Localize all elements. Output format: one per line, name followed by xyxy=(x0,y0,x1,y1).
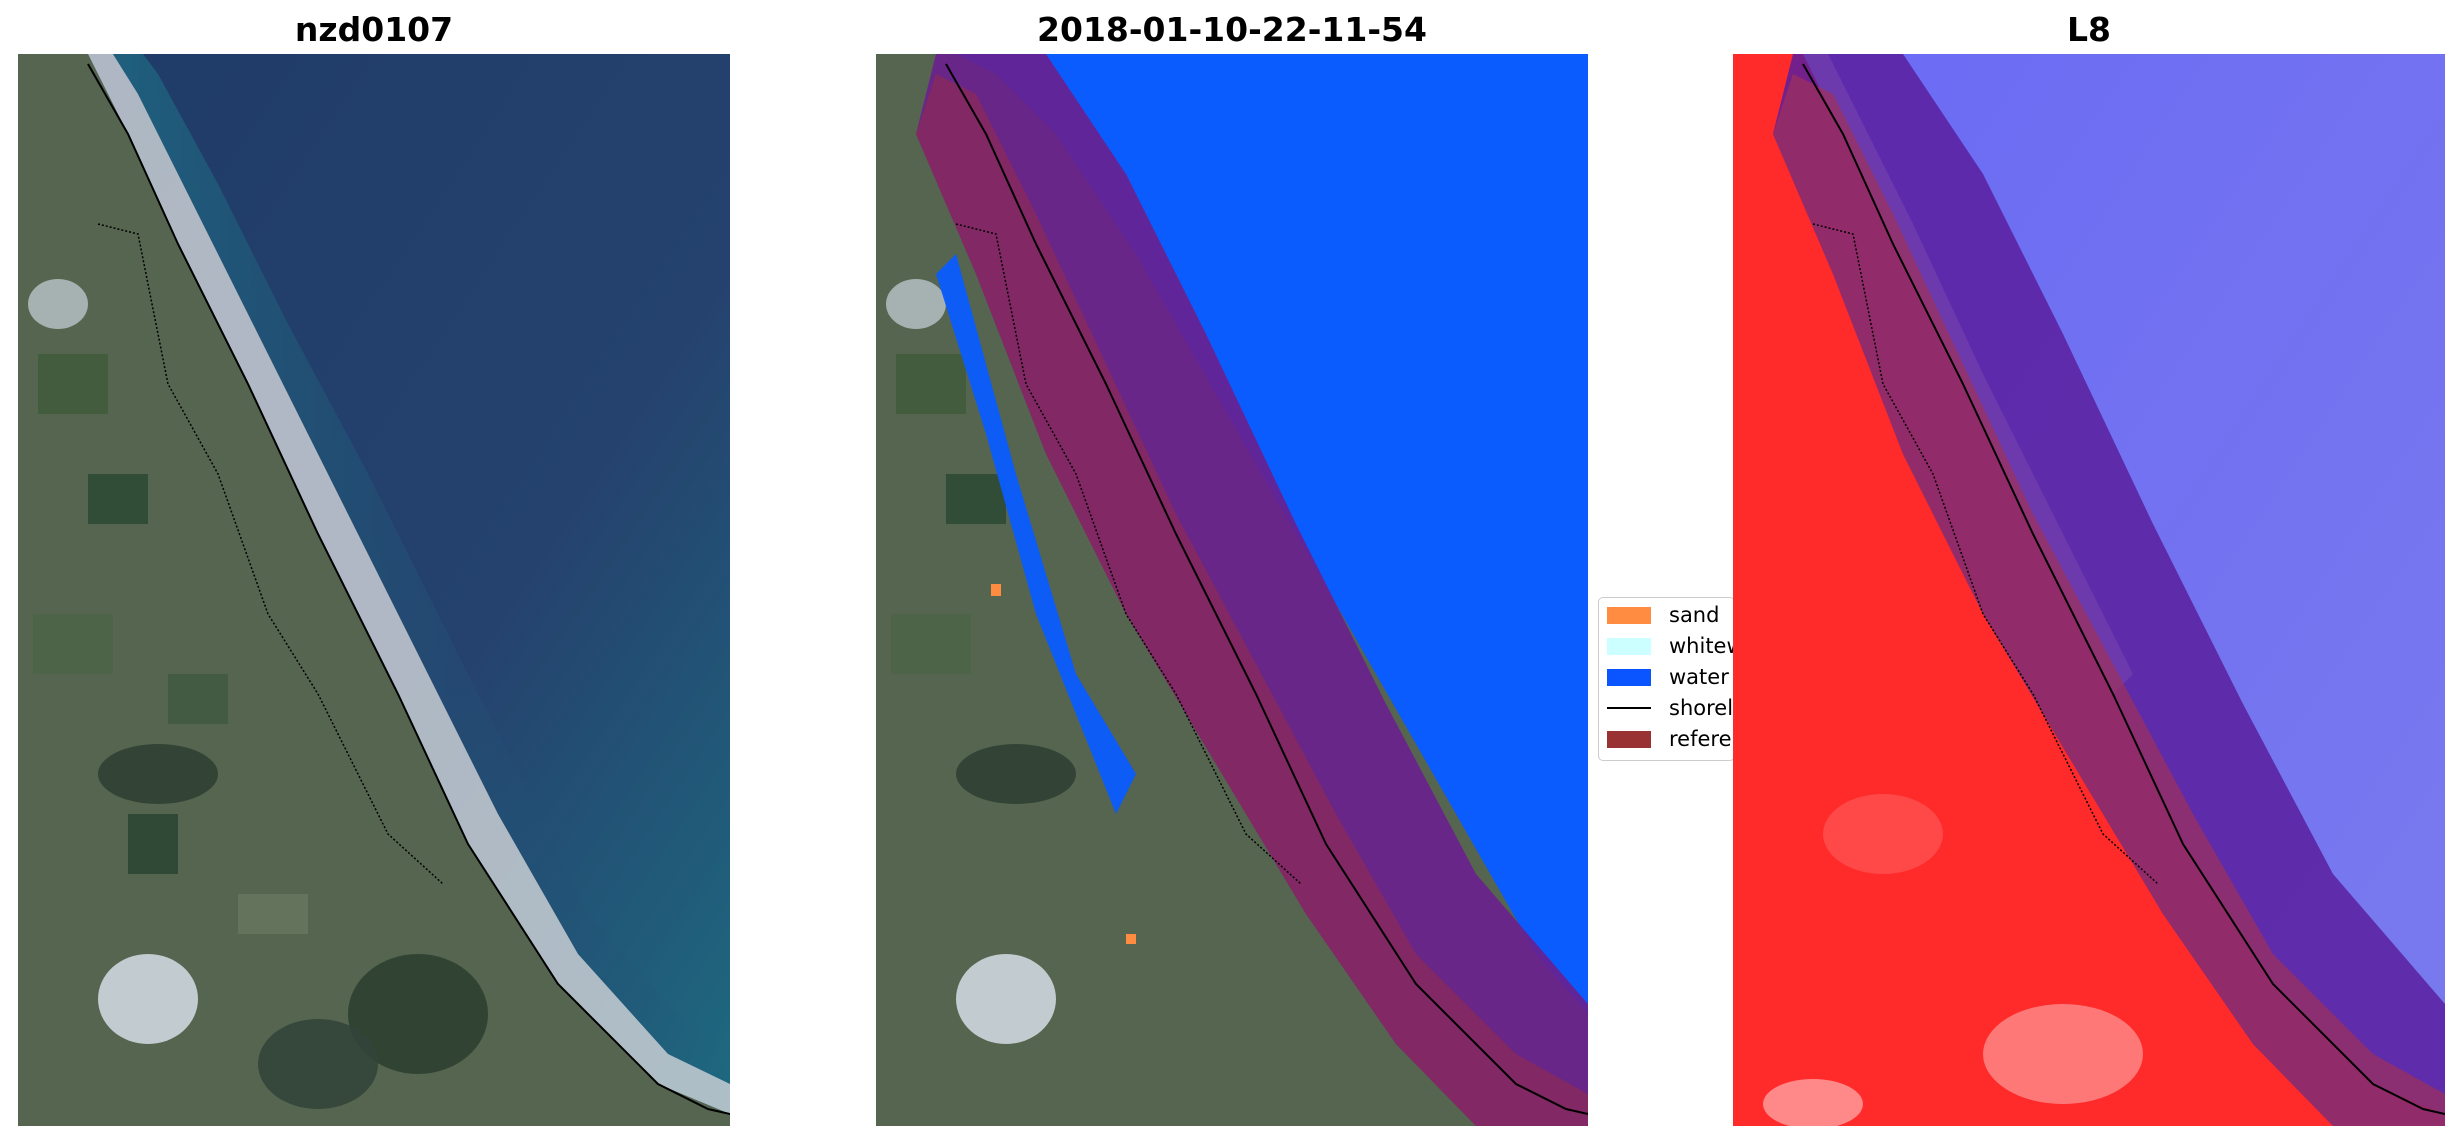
panel-title-rgb: nzd0107 xyxy=(294,10,454,49)
legend-item-shoreline: shoreline xyxy=(1607,695,1734,721)
l8-index-image xyxy=(1733,54,2445,1126)
shoreline-line-swatch xyxy=(1607,707,1651,709)
legend-label: water xyxy=(1669,665,1729,689)
water-swatch xyxy=(1607,668,1651,686)
panel-title-classified: 2018-01-10-22-11-54 xyxy=(1037,10,1427,49)
legend-label: reference shoreline buffer xyxy=(1669,727,1734,751)
panel-title-index: L8 xyxy=(2067,10,2111,49)
legend-label: sand xyxy=(1669,603,1720,627)
legend-label: shoreline xyxy=(1669,696,1734,720)
rgb-satellite-image xyxy=(18,54,730,1126)
whitewater-swatch xyxy=(1607,637,1651,655)
reference-buffer-swatch xyxy=(1607,730,1651,748)
sand-swatch xyxy=(1607,606,1651,624)
legend-item-sand: sand xyxy=(1607,602,1719,628)
classified-image xyxy=(876,54,1588,1126)
legend-item-reference-buffer: reference shoreline buffer xyxy=(1607,726,1734,752)
legend-item-water: water xyxy=(1607,664,1729,690)
